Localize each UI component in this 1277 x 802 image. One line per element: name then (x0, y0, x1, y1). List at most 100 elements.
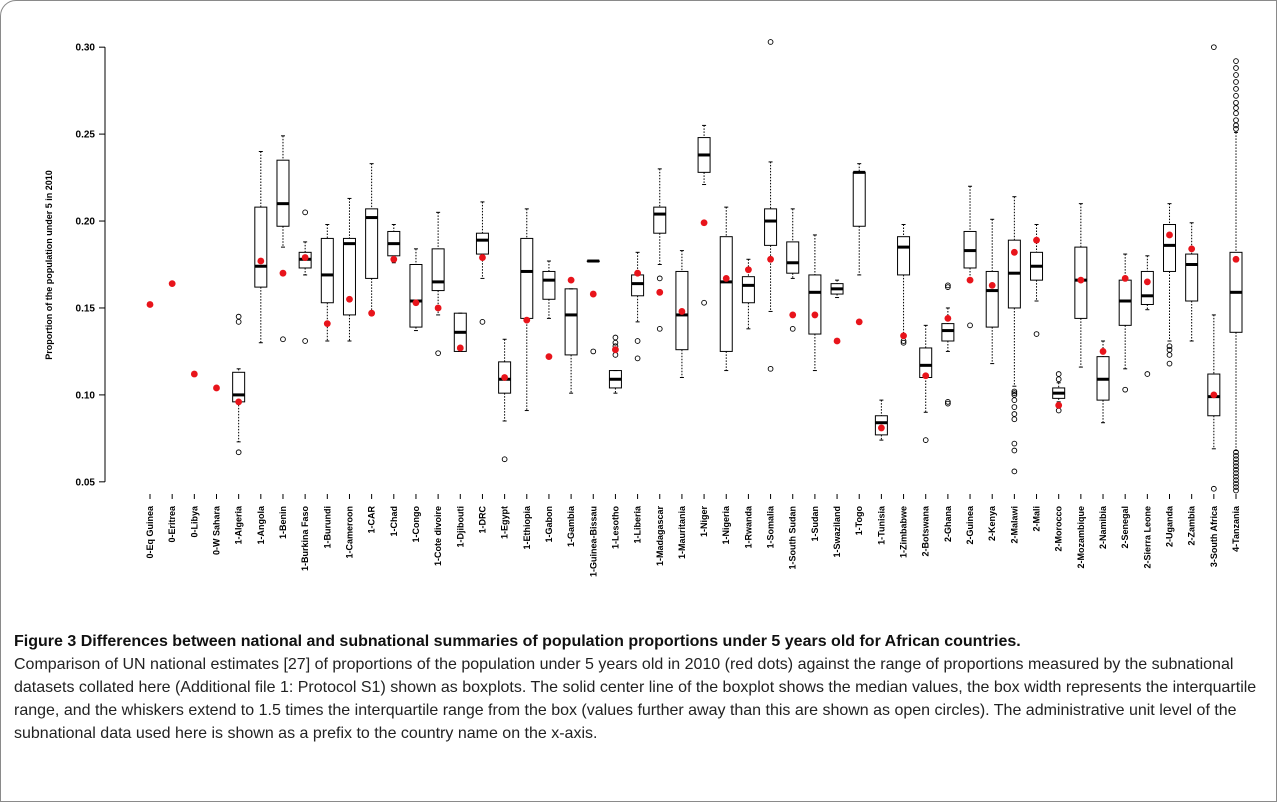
national-estimate (301, 254, 309, 261)
outlier (656, 275, 663, 282)
national-estimate (1010, 248, 1018, 256)
outlier (1233, 65, 1239, 71)
x-tick-label: 1-Lesotho (610, 506, 620, 550)
national-estimate (213, 384, 220, 392)
box (786, 241, 800, 274)
outlier (1233, 470, 1239, 476)
national-estimate (1099, 348, 1107, 355)
x-tick-label: 1-DRC (477, 506, 487, 534)
outlier (1233, 459, 1239, 466)
outlier (1011, 440, 1018, 447)
x-tick-label: 1-Angola (256, 505, 266, 544)
y-tick-label: 0.20 (76, 217, 96, 228)
x-tick-label: 1-Egypt (500, 506, 510, 539)
outlier (1233, 126, 1239, 132)
outlier (612, 352, 619, 358)
national-estimate (944, 314, 952, 322)
outlier (1233, 99, 1239, 106)
x-tick-label: 2-Ghana (943, 505, 953, 542)
outlier (1011, 404, 1018, 410)
outlier (1011, 416, 1018, 423)
x-tick-label: 1-Algeria (234, 505, 244, 545)
box (741, 276, 755, 304)
caption-title: Differences between national and subnati… (80, 633, 1021, 650)
outlier (1233, 452, 1239, 459)
x-tick-label: 1-Chad (389, 506, 399, 537)
outlier (1210, 44, 1217, 51)
x-tick-label: 1-Liberia (633, 505, 643, 544)
national-estimate (877, 424, 885, 432)
outlier (302, 209, 308, 216)
box (852, 171, 866, 227)
outlier (634, 355, 641, 362)
outlier (1055, 376, 1062, 383)
outlier (1233, 463, 1239, 470)
outlier (1233, 58, 1239, 64)
x-tick-label: 3-South Africa (1209, 505, 1219, 567)
y-tick-label: 0.25 (76, 130, 96, 141)
x-tick-label: 1-Cote divoire (433, 506, 443, 566)
box (764, 208, 778, 246)
outlier (590, 348, 597, 355)
national-estimate (634, 269, 641, 277)
national-estimate (479, 254, 486, 261)
x-tick-label: 1-Sudan (810, 506, 820, 542)
national-estimate (434, 304, 442, 312)
outlier (701, 299, 707, 306)
outlier (1055, 407, 1062, 414)
x-tick-label: 2-Botswana (921, 505, 931, 557)
outlier (1233, 477, 1239, 483)
outlier (1233, 117, 1239, 124)
outlier (1233, 456, 1239, 463)
y-tick-label: 0.30 (76, 43, 96, 54)
box (365, 208, 379, 279)
x-tick-label: 1-Somalia (766, 505, 776, 549)
national-estimate (612, 346, 619, 354)
box (498, 361, 512, 394)
outlier (1233, 122, 1239, 129)
national-estimate (1232, 255, 1240, 263)
box (1185, 253, 1199, 302)
x-tick-label: 1-Rwanda (743, 505, 753, 549)
box (1140, 270, 1154, 305)
box (564, 288, 578, 356)
box (719, 236, 733, 352)
x-tick-label: 0-W Sahara (211, 505, 221, 555)
outlier (479, 319, 486, 325)
x-tick-label: 2-Sierra Leone (1142, 506, 1152, 569)
outlier (1011, 447, 1018, 454)
x-tick-label: 2-Namibia (1098, 505, 1108, 549)
x-tick-label: 2-Zambia (1187, 505, 1197, 546)
outlier (302, 338, 308, 344)
national-estimate (1121, 275, 1129, 282)
caption-label: Figure 3 (14, 633, 77, 650)
x-tick-label: 1-Djibouti (455, 506, 465, 548)
national-estimate (412, 299, 420, 307)
outlier (1011, 468, 1018, 475)
x-tick-label: 1-Congo (411, 506, 421, 543)
outlier (1166, 352, 1173, 358)
national-estimate (1166, 231, 1173, 239)
x-tick-label: 1-Benin (278, 506, 288, 539)
outlier (1122, 386, 1129, 393)
national-estimate (257, 257, 265, 265)
box (320, 237, 334, 304)
outlier (656, 325, 663, 332)
x-tick-label: 1-Gambia (566, 505, 576, 547)
outlier (1233, 473, 1239, 480)
x-tick-label: 2-Morocco (1054, 506, 1064, 552)
box (1207, 373, 1221, 417)
national-estimate (279, 269, 287, 277)
national-estimate (589, 290, 597, 298)
national-estimate (501, 374, 509, 381)
box (520, 237, 534, 319)
outlier (945, 400, 951, 407)
box (985, 270, 999, 328)
x-tick-label: 2-Kenya (987, 505, 997, 541)
national-estimate (833, 337, 841, 345)
x-tick-label: 0-Libya (189, 505, 199, 538)
outlier (1233, 449, 1239, 456)
national-estimate (988, 281, 996, 289)
national-estimate (1188, 245, 1196, 253)
x-tick-label: 1-Gabon (544, 506, 554, 543)
